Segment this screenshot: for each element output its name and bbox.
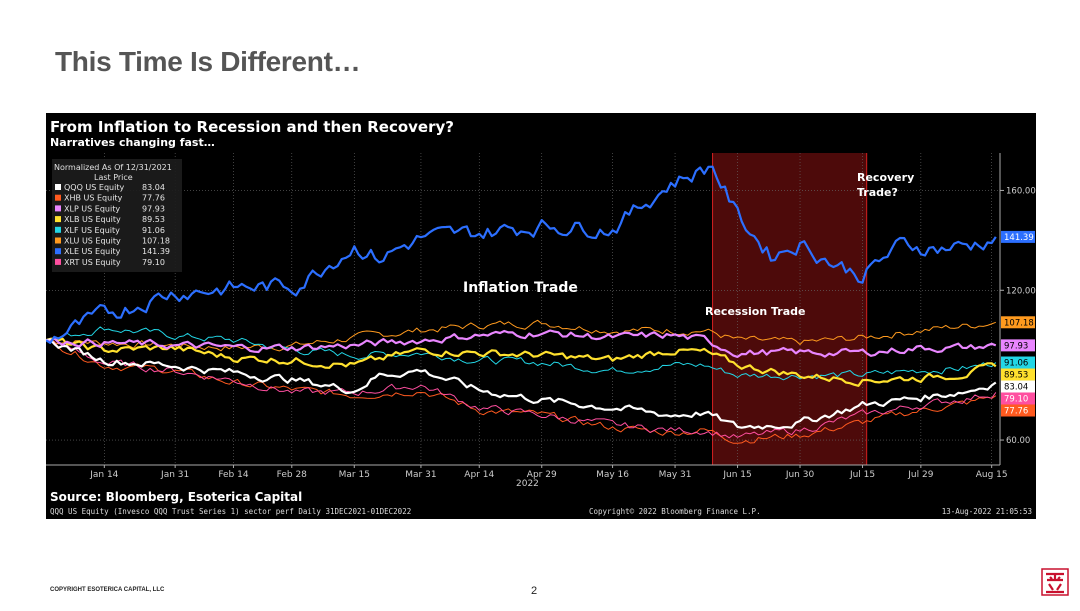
annotation-recovery-line2: Trade?: [857, 186, 898, 199]
last-price-label-xle: 141.39: [1004, 233, 1034, 243]
x-tick-label: May 16: [596, 470, 629, 480]
y-tick-label: 60.00: [1006, 436, 1030, 446]
annotation-inflation-trade: Inflation Trade: [463, 280, 578, 296]
y-tick-label: 120.00: [1006, 286, 1036, 296]
x-tick-label: Apr 14: [464, 470, 494, 480]
series-line-xlp: [46, 329, 997, 358]
legend-swatch-xlp: [55, 205, 61, 212]
series-line-xrt: [46, 339, 997, 439]
y-tick-label: 160.00: [1006, 186, 1036, 196]
last-price-label-xlb: 89.53: [1004, 371, 1028, 381]
x-tick-label: Apr 29: [527, 470, 557, 480]
legend-entry-qqq: QQQ US Equity: [64, 183, 124, 192]
last-price-badge-xrt: [1001, 392, 1035, 405]
x-tick-label: Jan 14: [89, 470, 118, 480]
chart-panel: From Inflation to Recession and then Rec…: [46, 113, 1036, 519]
legend-swatch-xhb: [55, 194, 61, 201]
series-line-qqq: [46, 338, 997, 430]
legend-value-qqq: 83.04: [142, 183, 165, 192]
last-price-badge-xlp: [1001, 339, 1035, 352]
legend-entry-xlu: XLU US Equity: [64, 237, 121, 246]
last-price-label-xhb: 77.76: [1004, 407, 1028, 417]
legend-swatch-xlf: [55, 226, 61, 233]
last-price-label-xlp: 97.93: [1004, 341, 1028, 351]
series-line-xhb: [46, 339, 997, 444]
legend-entry-xlp: XLP US Equity: [64, 204, 120, 213]
x-tick-label: Jul 29: [907, 470, 933, 480]
legend-entry-xrt: XRT US Equity: [64, 258, 121, 267]
legend-header-last-price: Last Price: [94, 173, 133, 182]
legend-value-xle: 141.39: [142, 247, 170, 256]
legend-entry-xle: XLE US Equity: [64, 247, 121, 256]
legend-swatch-xlb: [55, 216, 61, 223]
annotation-recession-trade: Recession Trade: [705, 305, 805, 318]
last-price-badge-xlb: [1001, 368, 1035, 381]
legend-value-xhb: 77.76: [142, 194, 165, 203]
page-number: 2: [531, 585, 538, 597]
x-year-label: 2022: [516, 479, 539, 489]
legend-value-xlu: 107.18: [142, 237, 170, 246]
last-price-badge-qqq: [1001, 380, 1035, 393]
legend-header-normalized: Normalized As Of 12/31/2021: [54, 163, 172, 172]
legend-value-xlp: 97.93: [142, 204, 165, 213]
x-tick-label: Feb 28: [277, 470, 308, 480]
legend-swatch-qqq: [55, 184, 61, 190]
slide-title: This Time Is Different…: [55, 46, 361, 77]
chart-title: From Inflation to Recession and then Rec…: [50, 118, 454, 136]
legend-value-xrt: 79.10: [142, 258, 165, 267]
legend-value-xlf: 91.06: [142, 226, 165, 235]
legend-entry-xlf: XLF US Equity: [64, 226, 120, 235]
legend-swatch-xlu: [55, 237, 61, 244]
x-tick-label: Mar 31: [405, 470, 436, 480]
line-chart: From Inflation to Recession and then Rec…: [46, 118, 1036, 516]
annotation-recovery-line1: Recovery: [857, 171, 914, 184]
last-price-badge-xhb: [1001, 404, 1035, 417]
x-tick-label: Jan 31: [160, 470, 189, 480]
last-price-badge-xlf: [1001, 356, 1035, 369]
chart-subtitle: Narratives changing fast…: [50, 136, 215, 149]
x-tick-label: Feb 14: [218, 470, 249, 480]
legend-swatch-xrt: [55, 258, 61, 265]
footer-right: 13-Aug-2022 21:05:53: [942, 507, 1032, 516]
legend-box: [52, 159, 182, 272]
last-price-badge-xle: [1001, 230, 1035, 243]
footer-center: Copyright© 2022 Bloomberg Finance L.P.: [589, 507, 761, 516]
legend-entry-xhb: XHB US Equity: [64, 194, 123, 203]
esoterica-seal-logo: [1041, 568, 1069, 596]
x-tick-label: Jun 30: [785, 470, 815, 480]
last-price-badge-xlu: [1001, 316, 1035, 329]
last-price-label-xlf: 91.06: [1004, 359, 1028, 369]
x-tick-label: Mar 15: [339, 470, 370, 480]
series-line-xlu: [46, 319, 996, 352]
footer-copyright: COPYRIGHT ESOTERICA CAPITAL, LLC: [50, 587, 165, 593]
series-line-xlf: [46, 326, 997, 381]
series-line-xle: [46, 165, 997, 344]
x-tick-label: Jul 15: [849, 470, 875, 480]
x-tick-label: Jun 15: [722, 470, 751, 480]
footer-left: QQQ US Equity (Invesco QQQ Trust Series …: [50, 507, 411, 516]
last-price-label-qqq: 83.04: [1004, 383, 1028, 393]
legend-value-xlb: 89.53: [142, 215, 165, 224]
x-tick-label: May 31: [659, 470, 692, 480]
series-line-xlb: [46, 337, 997, 387]
legend-entry-xlb: XLB US Equity: [64, 215, 121, 224]
legend-swatch-xle: [55, 248, 61, 255]
chart-source: Source: Bloomberg, Esoterica Capital: [50, 490, 302, 504]
last-price-label-xrt: 79.10: [1004, 395, 1028, 405]
x-tick-label: Aug 15: [976, 470, 1008, 480]
last-price-label-xlu: 107.18: [1004, 318, 1034, 328]
